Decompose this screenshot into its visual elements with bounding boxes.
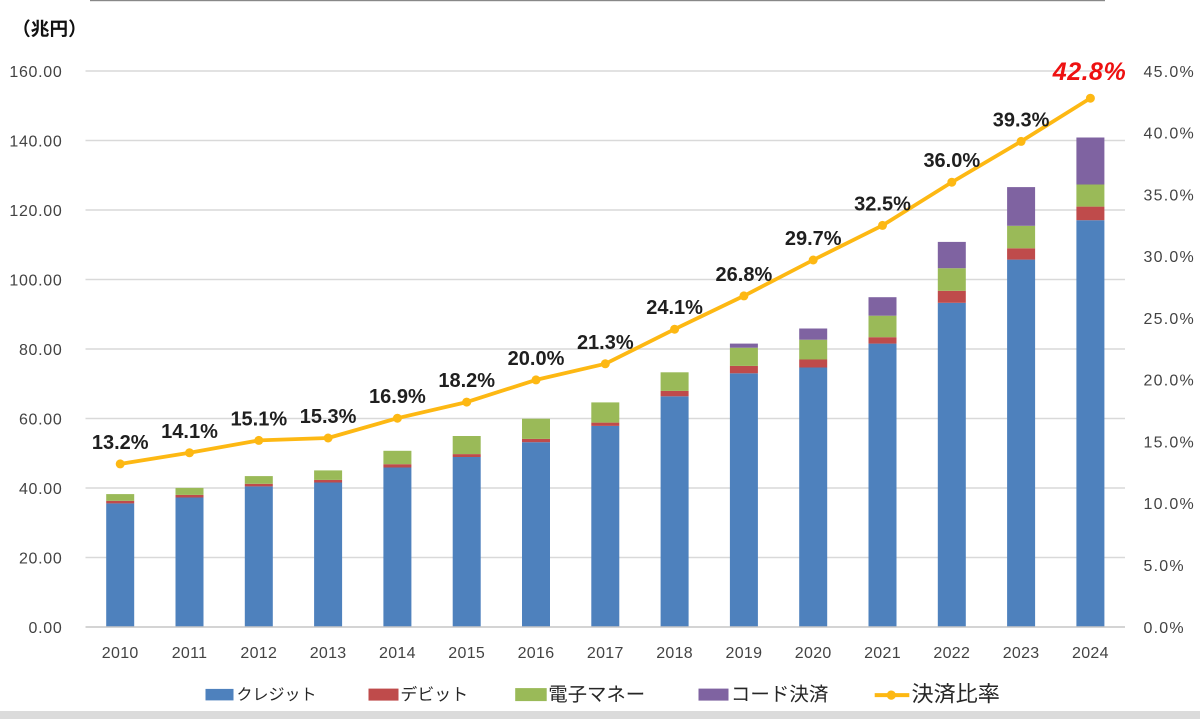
svg-text:2015: 2015 bbox=[448, 645, 485, 662]
svg-text:29.7%: 29.7% bbox=[785, 228, 842, 250]
svg-text:18.2%: 18.2% bbox=[438, 370, 495, 392]
svg-text:42.8%: 42.8% bbox=[1052, 58, 1126, 86]
svg-text:2014: 2014 bbox=[379, 645, 416, 662]
svg-text:26.8%: 26.8% bbox=[716, 264, 773, 286]
svg-text:39.3%: 39.3% bbox=[993, 109, 1050, 131]
svg-text:24.1%: 24.1% bbox=[646, 297, 703, 319]
svg-text:160.00: 160.00 bbox=[9, 64, 62, 81]
svg-text:45.0%: 45.0% bbox=[1144, 64, 1195, 81]
svg-text:100.00: 100.00 bbox=[9, 272, 62, 289]
svg-text:5.0%: 5.0% bbox=[1144, 558, 1185, 575]
svg-text:21.3%: 21.3% bbox=[577, 332, 634, 354]
svg-text:15.3%: 15.3% bbox=[300, 406, 357, 428]
svg-text:2011: 2011 bbox=[172, 645, 208, 662]
svg-text:15.0%: 15.0% bbox=[1144, 435, 1195, 452]
svg-text:15.1%: 15.1% bbox=[230, 408, 287, 430]
svg-text:2020: 2020 bbox=[795, 645, 832, 662]
svg-text:2016: 2016 bbox=[518, 645, 555, 662]
svg-text:20.0%: 20.0% bbox=[508, 348, 565, 370]
svg-text:35.0%: 35.0% bbox=[1144, 187, 1195, 204]
svg-text:13.2%: 13.2% bbox=[92, 432, 149, 454]
svg-text:140.00: 140.00 bbox=[9, 133, 62, 150]
svg-text:0.00: 0.00 bbox=[29, 620, 63, 637]
svg-text:16.9%: 16.9% bbox=[369, 386, 426, 408]
svg-text:2017: 2017 bbox=[587, 645, 624, 662]
svg-text:2024: 2024 bbox=[1072, 645, 1109, 662]
svg-text:40.00: 40.00 bbox=[19, 481, 63, 498]
svg-text:2023: 2023 bbox=[1003, 645, 1040, 662]
svg-text:2022: 2022 bbox=[933, 645, 970, 662]
svg-text:32.5%: 32.5% bbox=[854, 193, 911, 215]
svg-text:25.0%: 25.0% bbox=[1144, 311, 1195, 328]
svg-text:120.00: 120.00 bbox=[9, 203, 62, 220]
svg-text:36.0%: 36.0% bbox=[923, 150, 980, 172]
svg-text:60.00: 60.00 bbox=[19, 411, 63, 428]
svg-text:2012: 2012 bbox=[240, 645, 277, 662]
svg-text:80.00: 80.00 bbox=[19, 342, 63, 359]
svg-text:10.0%: 10.0% bbox=[1144, 496, 1195, 513]
svg-text:2021: 2021 bbox=[864, 645, 901, 662]
svg-text:20.0%: 20.0% bbox=[1144, 373, 1195, 390]
svg-text:2010: 2010 bbox=[102, 645, 139, 662]
svg-text:0.0%: 0.0% bbox=[1144, 620, 1185, 637]
svg-text:14.1%: 14.1% bbox=[161, 421, 218, 443]
svg-text:2019: 2019 bbox=[726, 645, 763, 662]
svg-text:30.0%: 30.0% bbox=[1144, 249, 1195, 266]
svg-text:20.00: 20.00 bbox=[19, 550, 63, 567]
svg-text:40.0%: 40.0% bbox=[1144, 126, 1195, 143]
svg-text:2013: 2013 bbox=[310, 645, 347, 662]
svg-text:2018: 2018 bbox=[656, 645, 693, 662]
